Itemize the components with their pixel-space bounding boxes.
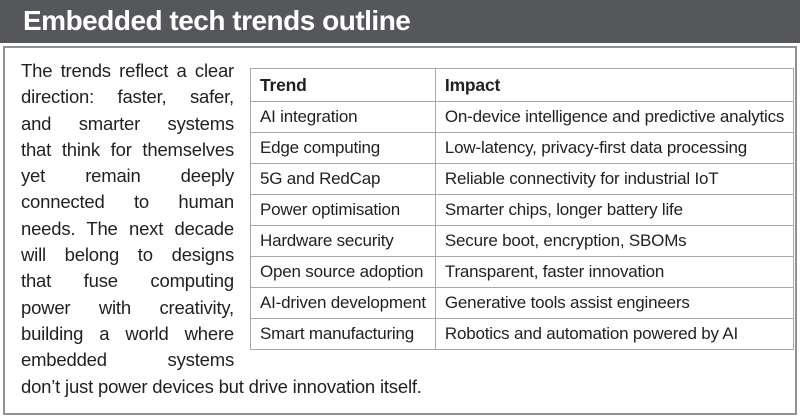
content-box: Trend Impact AI integration On-device int…: [3, 46, 797, 415]
trend-cell: Smart manufacturing: [250, 318, 436, 350]
impact-cell: Secure boot, encryption, SBOMs: [434, 225, 795, 257]
impact-cell: Reliable connectivity for industrial IoT: [434, 163, 795, 195]
intro-paragraph-line: that think for themselves: [21, 138, 234, 160]
page-title: Embedded tech trends outline: [23, 5, 411, 36]
impact-cell: Smarter chips, longer battery life: [434, 194, 795, 226]
table-row: 5G and RedCap Reliable connectivity for i…: [250, 163, 795, 195]
table-row: Hardware security Secure boot, encryption…: [250, 225, 795, 257]
impact-cell: Low-latency, privacy-first data processi…: [434, 132, 795, 164]
table-row: Power optimisation Smarter chips, longer …: [250, 194, 795, 226]
trend-cell: Open source adoption: [250, 256, 436, 288]
trend-cell: 5G and RedCap: [250, 163, 436, 195]
title-bar: Embedded tech trends outline: [0, 0, 800, 43]
table-row: Edge computing Low-latency, privacy-first…: [250, 132, 795, 164]
intro-paragraph-line: The trends reflect a clear: [21, 60, 234, 81]
table-header-row: Trend Impact: [250, 68, 795, 102]
intro-paragraph-line: don’t just power devices but drive innov…: [21, 375, 422, 397]
impact-cell: On-device intelligence and predictive an…: [434, 101, 795, 133]
trends-table-head: Trend Impact: [250, 68, 795, 102]
intro-paragraph: The trends reflect a clear direction: fas…: [21, 58, 783, 400]
table-row: AI-driven development Generative tools as…: [250, 287, 795, 319]
intro-paragraph-line: that fuse computing: [21, 270, 234, 292]
trends-table: Trend Impact AI integration On-device int…: [250, 68, 795, 350]
intro-paragraph-line: will belong to designs: [21, 244, 234, 266]
col-header-impact: Impact: [434, 68, 795, 102]
trend-cell: AI integration: [250, 101, 436, 133]
intro-paragraph-line: building a world where: [21, 322, 234, 344]
trend-cell: AI-driven development: [250, 287, 436, 319]
impact-cell: Generative tools assist engineers: [434, 287, 795, 319]
trend-cell: Hardware security: [250, 225, 436, 257]
col-header-trend: Trend: [250, 68, 436, 102]
table-row: Open source adoption Transparent, faster …: [250, 256, 795, 288]
trend-cell: Edge computing: [250, 132, 436, 164]
trend-cell: Power optimisation: [250, 194, 436, 226]
table-row: Smart manufacturing Robotics and automati…: [250, 318, 795, 350]
intro-paragraph-line: direction: faster, safer,: [21, 86, 234, 108]
impact-cell: Transparent, faster innovation: [434, 256, 795, 288]
intro-paragraph-line: yet remain deeply: [21, 165, 234, 187]
table-row: AI integration On-device intelligence and…: [250, 101, 795, 133]
intro-paragraph-line: connected to human: [21, 191, 234, 213]
trends-table-wrap: Trend Impact AI integration On-device int…: [250, 68, 795, 350]
intro-paragraph-line: power with creativity,: [21, 296, 234, 318]
impact-cell: Robotics and automation powered by AI: [434, 318, 795, 350]
trends-table-body: AI integration On-device intelligence and…: [250, 101, 795, 350]
intro-paragraph-line: needs. The next decade: [21, 217, 234, 239]
intro-paragraph-line: and smarter systems: [21, 112, 234, 134]
intro-paragraph-line: embedded systems: [21, 349, 234, 371]
